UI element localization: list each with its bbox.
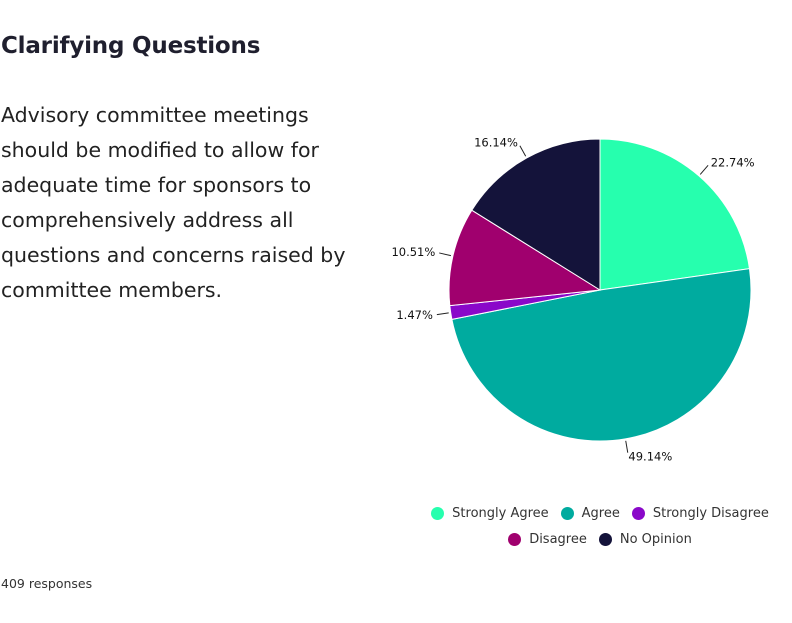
data-label: 10.51% [391,245,435,259]
chart-legend: Strongly Agree Agree Strongly Disagree Disa… [410,502,790,554]
leader-line [699,165,709,175]
page-title: Clarifying Questions [1,33,261,59]
pie-slice-strongly-agree[interactable] [599,138,751,291]
legend-item[interactable]: Strongly Disagree [631,502,769,525]
legend-label: Strongly Agree [452,506,549,521]
legend-item[interactable]: Strongly Agree [431,502,549,525]
leader-line [439,252,452,257]
legend-label: Agree [581,506,620,521]
legend-item[interactable]: No Opinion [598,528,692,551]
response-count: 409 responses [1,576,93,591]
legend-item[interactable]: Agree [560,502,620,525]
legend-item[interactable]: Disagree [508,528,587,551]
pie-slice-agree[interactable] [451,268,752,442]
data-label: 16.14% [474,135,518,149]
data-label: 1.47% [396,308,433,322]
legend-label: No Opinion [619,532,692,547]
legend-label: Disagree [529,532,587,547]
data-label: 49.14% [628,450,672,464]
pie-slice-disagree[interactable] [448,209,602,307]
legend-swatch [631,507,645,520]
legend-label: Strongly Disagree [652,506,769,521]
legend-swatch [560,507,574,520]
pie-slice-no-opinion[interactable] [471,138,601,291]
legend-swatch [598,533,612,546]
legend-row: Strongly Agree Agree Strongly Disagree [410,502,790,528]
legend-swatch [431,507,445,520]
data-label: 22.74% [711,155,755,169]
question-text: Advisory committee meetings should be mo… [1,103,346,302]
leader-line [519,145,527,157]
leader-line [436,312,449,316]
legend-row: Disagree No Opinion [410,528,790,554]
legend-swatch [508,533,522,546]
leader-line [625,440,629,453]
